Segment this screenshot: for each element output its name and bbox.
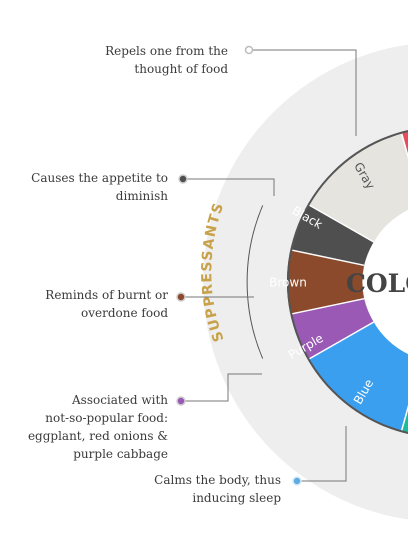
note-line: thought of food (134, 62, 228, 76)
note-line: Repels one from the (105, 44, 228, 58)
marker-brown (176, 292, 186, 302)
center-disc (363, 210, 408, 354)
note-line: Associated with (72, 393, 168, 407)
leader-black (187, 178, 275, 196)
note-purple: Associated with not-so-popular food: egg… (28, 391, 168, 463)
note-brown: Reminds of burnt or overdone food (45, 286, 168, 322)
note-gray: Repels one from the thought of food (105, 42, 228, 78)
note-blue: Calms the body, thus inducing sleep (154, 471, 281, 507)
note-line: purple cabbage (73, 447, 168, 461)
note-line: Reminds of burnt or (45, 288, 168, 302)
note-line: Causes the appetite to (31, 171, 168, 185)
segment-black (290, 205, 374, 266)
note-line: overdone food (81, 306, 168, 320)
marker-gray (244, 45, 254, 55)
group-bracket (246, 205, 264, 359)
note-line: inducing sleep (192, 491, 281, 505)
marker-black (178, 174, 188, 184)
segment-purple (290, 298, 374, 359)
note-black: Causes the appetite to diminish (31, 169, 168, 205)
segment-label-brown: Brown (269, 276, 307, 290)
segment-gray (309, 132, 408, 242)
ring-border (287, 129, 408, 435)
note-line: eggplant, red onions & (27, 429, 168, 443)
note-line: Calms the body, thus (154, 473, 281, 487)
segment-brown (286, 249, 365, 315)
marker-purple (176, 396, 186, 406)
leader-gray (253, 49, 357, 136)
leader-purple (185, 373, 262, 402)
leader-blue (301, 426, 347, 482)
note-line: not-so-popular food: (45, 411, 168, 425)
wheel-title: COLO (346, 269, 408, 298)
marker-blue (292, 476, 302, 486)
note-line: diminish (115, 189, 168, 203)
segment-blue (309, 322, 408, 432)
